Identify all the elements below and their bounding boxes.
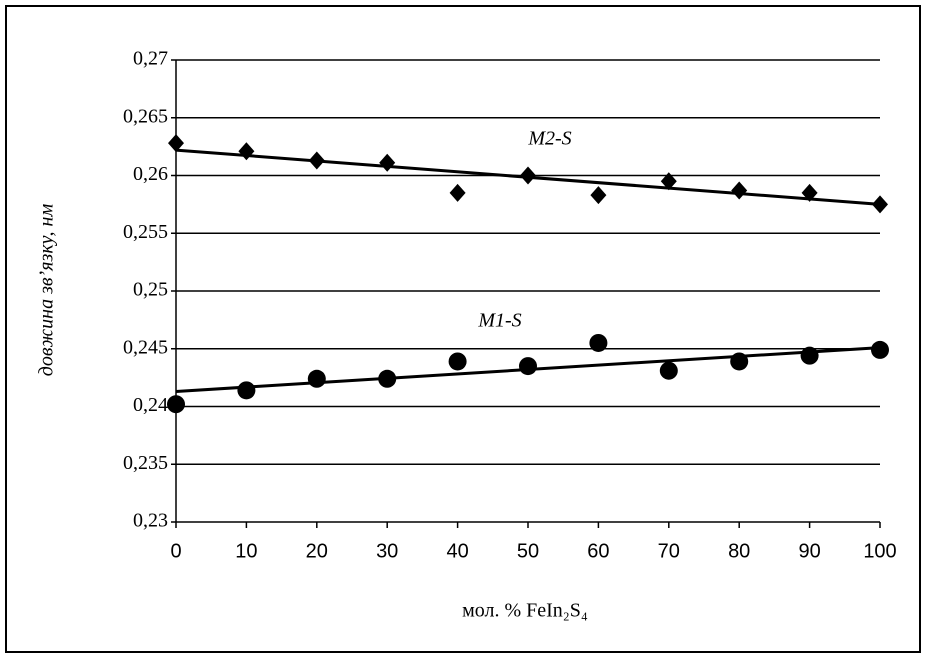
- y-tick-label: 0,27: [133, 48, 168, 70]
- y-tick-label: 0,25: [133, 279, 168, 301]
- point: [448, 352, 467, 371]
- frame: [5, 5, 921, 653]
- series-label: M2-S: [527, 128, 571, 150]
- y-tick-label: 0,24: [133, 394, 168, 416]
- x-tick-label: 100: [863, 540, 896, 562]
- point: [519, 357, 537, 376]
- point: [871, 340, 889, 359]
- point: [800, 346, 819, 365]
- y-axis-label: довжина зв’язку, нм: [36, 204, 58, 377]
- series-label: M1-S: [477, 310, 521, 332]
- y-tick-label: 0,23: [133, 510, 168, 532]
- point: [589, 333, 608, 352]
- y-tick-label: 0,255: [123, 221, 168, 243]
- y-tick-label: 0,245: [123, 336, 168, 358]
- point: [449, 183, 466, 202]
- point: [520, 166, 536, 185]
- point: [168, 134, 184, 153]
- point: [590, 186, 607, 205]
- x-tick-label: 0: [170, 540, 181, 562]
- x-tick-label: 60: [587, 540, 609, 562]
- point: [659, 361, 678, 380]
- y-tick-label: 0,26: [133, 163, 168, 185]
- point: [731, 181, 748, 200]
- x-tick-label: 20: [306, 540, 328, 562]
- x-tick-label: 40: [446, 540, 468, 562]
- point: [801, 183, 818, 202]
- y-tick-label: 0,235: [123, 452, 168, 474]
- x-tick-label: 70: [658, 540, 680, 562]
- point: [167, 395, 185, 414]
- point: [872, 195, 888, 214]
- point: [307, 369, 326, 388]
- point: [308, 151, 325, 170]
- x-tick-label: 80: [728, 540, 750, 562]
- x-tick-label: 90: [798, 540, 820, 562]
- x-tick-label: 10: [235, 540, 257, 562]
- point: [379, 153, 396, 172]
- point: [660, 172, 677, 191]
- point: [378, 369, 397, 388]
- point: [238, 142, 255, 161]
- x-tick-label: 30: [376, 540, 398, 562]
- y-tick-label: 0,265: [123, 105, 168, 127]
- x-tick-label: 50: [517, 540, 539, 562]
- point: [237, 381, 256, 400]
- x-axis-label: мол. % FeIn₂S₄: [462, 600, 588, 622]
- point: [730, 352, 749, 371]
